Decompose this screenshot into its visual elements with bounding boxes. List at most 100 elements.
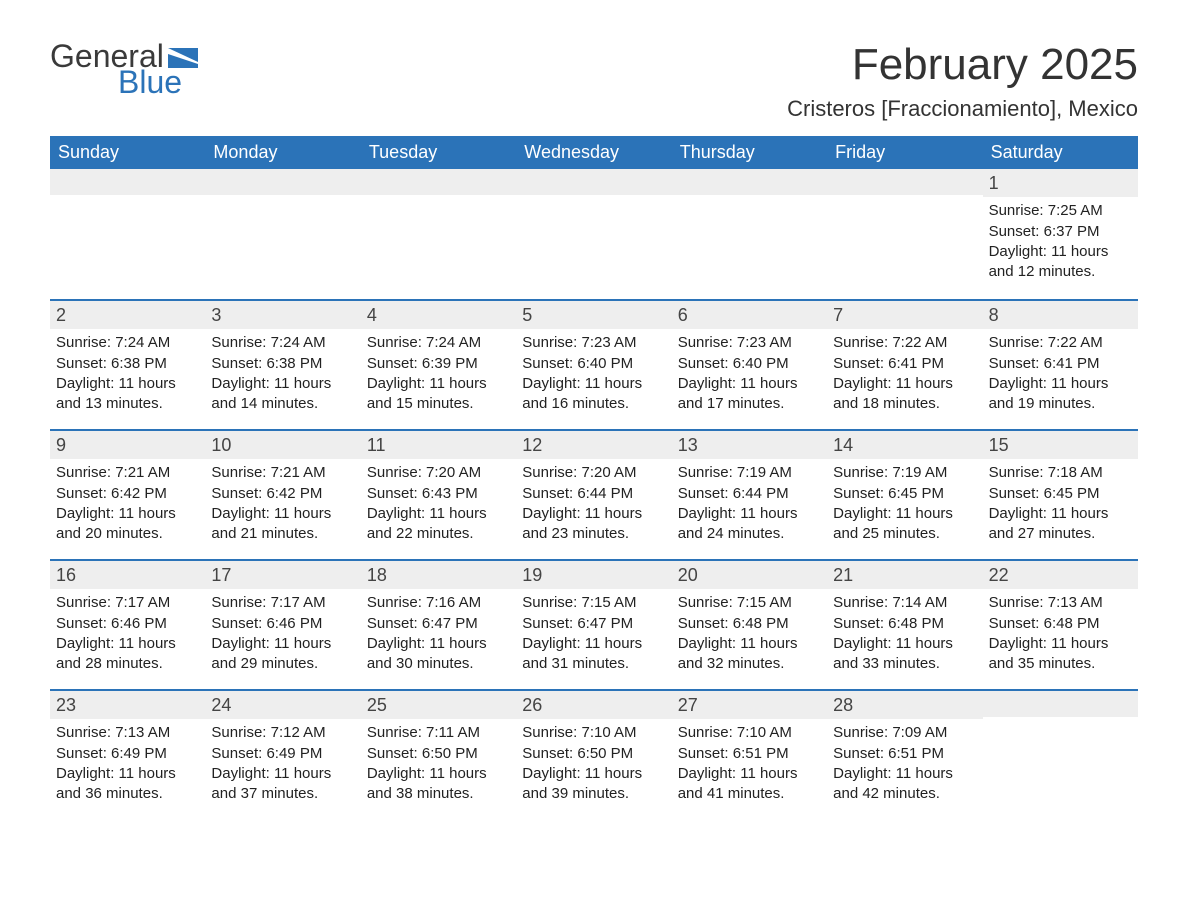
- week-row: 9Sunrise: 7:21 AMSunset: 6:42 PMDaylight…: [50, 429, 1138, 559]
- day-content: Sunrise: 7:14 AMSunset: 6:48 PMDaylight:…: [827, 589, 982, 682]
- day-content: Sunrise: 7:21 AMSunset: 6:42 PMDaylight:…: [205, 459, 360, 552]
- day-cell: [361, 169, 516, 299]
- daylight-text: Daylight: 11 hours and 20 minutes.: [56, 504, 199, 545]
- weekday-header-monday: Monday: [205, 136, 360, 169]
- daylight-text: Daylight: 11 hours and 23 minutes.: [522, 504, 665, 545]
- day-number: [516, 169, 671, 195]
- day-cell: 16Sunrise: 7:17 AMSunset: 6:46 PMDayligh…: [50, 561, 205, 689]
- weekday-header-friday: Friday: [827, 136, 982, 169]
- day-content: Sunrise: 7:24 AMSunset: 6:38 PMDaylight:…: [50, 329, 205, 422]
- daylight-text: Daylight: 11 hours and 15 minutes.: [367, 374, 510, 415]
- weekday-header-sunday: Sunday: [50, 136, 205, 169]
- sunset-text: Sunset: 6:41 PM: [833, 354, 976, 374]
- day-content: Sunrise: 7:22 AMSunset: 6:41 PMDaylight:…: [827, 329, 982, 422]
- sunrise-text: Sunrise: 7:17 AM: [211, 593, 354, 613]
- daylight-text: Daylight: 11 hours and 38 minutes.: [367, 764, 510, 805]
- daylight-text: Daylight: 11 hours and 42 minutes.: [833, 764, 976, 805]
- daylight-text: Daylight: 11 hours and 28 minutes.: [56, 634, 199, 675]
- day-number: 4: [361, 301, 516, 329]
- day-number: 18: [361, 561, 516, 589]
- daylight-text: Daylight: 11 hours and 31 minutes.: [522, 634, 665, 675]
- sunrise-text: Sunrise: 7:22 AM: [833, 333, 976, 353]
- day-cell: 11Sunrise: 7:20 AMSunset: 6:43 PMDayligh…: [361, 431, 516, 559]
- daylight-text: Daylight: 11 hours and 12 minutes.: [989, 242, 1132, 283]
- daylight-text: Daylight: 11 hours and 21 minutes.: [211, 504, 354, 545]
- day-content: Sunrise: 7:18 AMSunset: 6:45 PMDaylight:…: [983, 459, 1138, 552]
- week-row: 2Sunrise: 7:24 AMSunset: 6:38 PMDaylight…: [50, 299, 1138, 429]
- day-cell: 12Sunrise: 7:20 AMSunset: 6:44 PMDayligh…: [516, 431, 671, 559]
- daylight-text: Daylight: 11 hours and 29 minutes.: [211, 634, 354, 675]
- daylight-text: Daylight: 11 hours and 19 minutes.: [989, 374, 1132, 415]
- sunset-text: Sunset: 6:51 PM: [678, 744, 821, 764]
- daylight-text: Daylight: 11 hours and 39 minutes.: [522, 764, 665, 805]
- sunrise-text: Sunrise: 7:24 AM: [211, 333, 354, 353]
- logo: General Blue: [50, 40, 198, 98]
- day-cell: 25Sunrise: 7:11 AMSunset: 6:50 PMDayligh…: [361, 691, 516, 819]
- day-number: 19: [516, 561, 671, 589]
- daylight-text: Daylight: 11 hours and 41 minutes.: [678, 764, 821, 805]
- day-number: 17: [205, 561, 360, 589]
- sunset-text: Sunset: 6:45 PM: [989, 484, 1132, 504]
- sunrise-text: Sunrise: 7:19 AM: [833, 463, 976, 483]
- daylight-text: Daylight: 11 hours and 27 minutes.: [989, 504, 1132, 545]
- sunset-text: Sunset: 6:47 PM: [367, 614, 510, 634]
- weeks-container: 1Sunrise: 7:25 AMSunset: 6:37 PMDaylight…: [50, 169, 1138, 819]
- header: General Blue February 2025 Cristeros [Fr…: [50, 40, 1138, 122]
- day-number: 8: [983, 301, 1138, 329]
- sunset-text: Sunset: 6:39 PM: [367, 354, 510, 374]
- sunset-text: Sunset: 6:49 PM: [211, 744, 354, 764]
- weekday-header-wednesday: Wednesday: [516, 136, 671, 169]
- weekday-header-saturday: Saturday: [983, 136, 1138, 169]
- day-cell: 24Sunrise: 7:12 AMSunset: 6:49 PMDayligh…: [205, 691, 360, 819]
- location-text: Cristeros [Fraccionamiento], Mexico: [787, 96, 1138, 122]
- daylight-text: Daylight: 11 hours and 13 minutes.: [56, 374, 199, 415]
- day-cell: 4 Sunrise: 7:24 AMSunset: 6:39 PMDaylight…: [361, 301, 516, 429]
- sunrise-text: Sunrise: 7:11 AM: [367, 723, 510, 743]
- daylight-text: Daylight: 11 hours and 17 minutes.: [678, 374, 821, 415]
- day-number: 5: [516, 301, 671, 329]
- day-cell: 8Sunrise: 7:22 AMSunset: 6:41 PMDaylight…: [983, 301, 1138, 429]
- sunrise-text: Sunrise: 7:16 AM: [367, 593, 510, 613]
- sunset-text: Sunset: 6:37 PM: [989, 222, 1132, 242]
- day-cell: [205, 169, 360, 299]
- day-content: Sunrise: 7:19 AMSunset: 6:44 PMDaylight:…: [672, 459, 827, 552]
- day-content: Sunrise: 7:17 AMSunset: 6:46 PMDaylight:…: [205, 589, 360, 682]
- sunrise-text: Sunrise: 7:09 AM: [833, 723, 976, 743]
- sunset-text: Sunset: 6:48 PM: [678, 614, 821, 634]
- sunrise-text: Sunrise: 7:24 AM: [367, 333, 510, 353]
- sunset-text: Sunset: 6:44 PM: [678, 484, 821, 504]
- day-number: 26: [516, 691, 671, 719]
- week-row: 1Sunrise: 7:25 AMSunset: 6:37 PMDaylight…: [50, 169, 1138, 299]
- sunset-text: Sunset: 6:43 PM: [367, 484, 510, 504]
- day-number: 2: [50, 301, 205, 329]
- day-cell: 9Sunrise: 7:21 AMSunset: 6:42 PMDaylight…: [50, 431, 205, 559]
- day-number: 21: [827, 561, 982, 589]
- day-number: 25: [361, 691, 516, 719]
- day-number: 12: [516, 431, 671, 459]
- day-number: 28: [827, 691, 982, 719]
- daylight-text: Daylight: 11 hours and 18 minutes.: [833, 374, 976, 415]
- day-content: Sunrise: 7:19 AMSunset: 6:45 PMDaylight:…: [827, 459, 982, 552]
- day-number: 9: [50, 431, 205, 459]
- sunrise-text: Sunrise: 7:23 AM: [522, 333, 665, 353]
- day-number: [672, 169, 827, 195]
- daylight-text: Daylight: 11 hours and 36 minutes.: [56, 764, 199, 805]
- sunset-text: Sunset: 6:45 PM: [833, 484, 976, 504]
- day-content: Sunrise: 7:13 AMSunset: 6:48 PMDaylight:…: [983, 589, 1138, 682]
- day-cell: 6Sunrise: 7:23 AMSunset: 6:40 PMDaylight…: [672, 301, 827, 429]
- day-cell: 2Sunrise: 7:24 AMSunset: 6:38 PMDaylight…: [50, 301, 205, 429]
- daylight-text: Daylight: 11 hours and 22 minutes.: [367, 504, 510, 545]
- day-cell: 18Sunrise: 7:16 AMSunset: 6:47 PMDayligh…: [361, 561, 516, 689]
- daylight-text: Daylight: 11 hours and 37 minutes.: [211, 764, 354, 805]
- day-content: Sunrise: 7:22 AMSunset: 6:41 PMDaylight:…: [983, 329, 1138, 422]
- day-cell: [50, 169, 205, 299]
- day-cell: 1Sunrise: 7:25 AMSunset: 6:37 PMDaylight…: [983, 169, 1138, 299]
- sunrise-text: Sunrise: 7:22 AM: [989, 333, 1132, 353]
- sunset-text: Sunset: 6:44 PM: [522, 484, 665, 504]
- sunset-text: Sunset: 6:51 PM: [833, 744, 976, 764]
- daylight-text: Daylight: 11 hours and 32 minutes.: [678, 634, 821, 675]
- sunset-text: Sunset: 6:38 PM: [56, 354, 199, 374]
- day-number: [50, 169, 205, 195]
- day-content: Sunrise: 7:10 AMSunset: 6:50 PMDaylight:…: [516, 719, 671, 812]
- sunrise-text: Sunrise: 7:21 AM: [211, 463, 354, 483]
